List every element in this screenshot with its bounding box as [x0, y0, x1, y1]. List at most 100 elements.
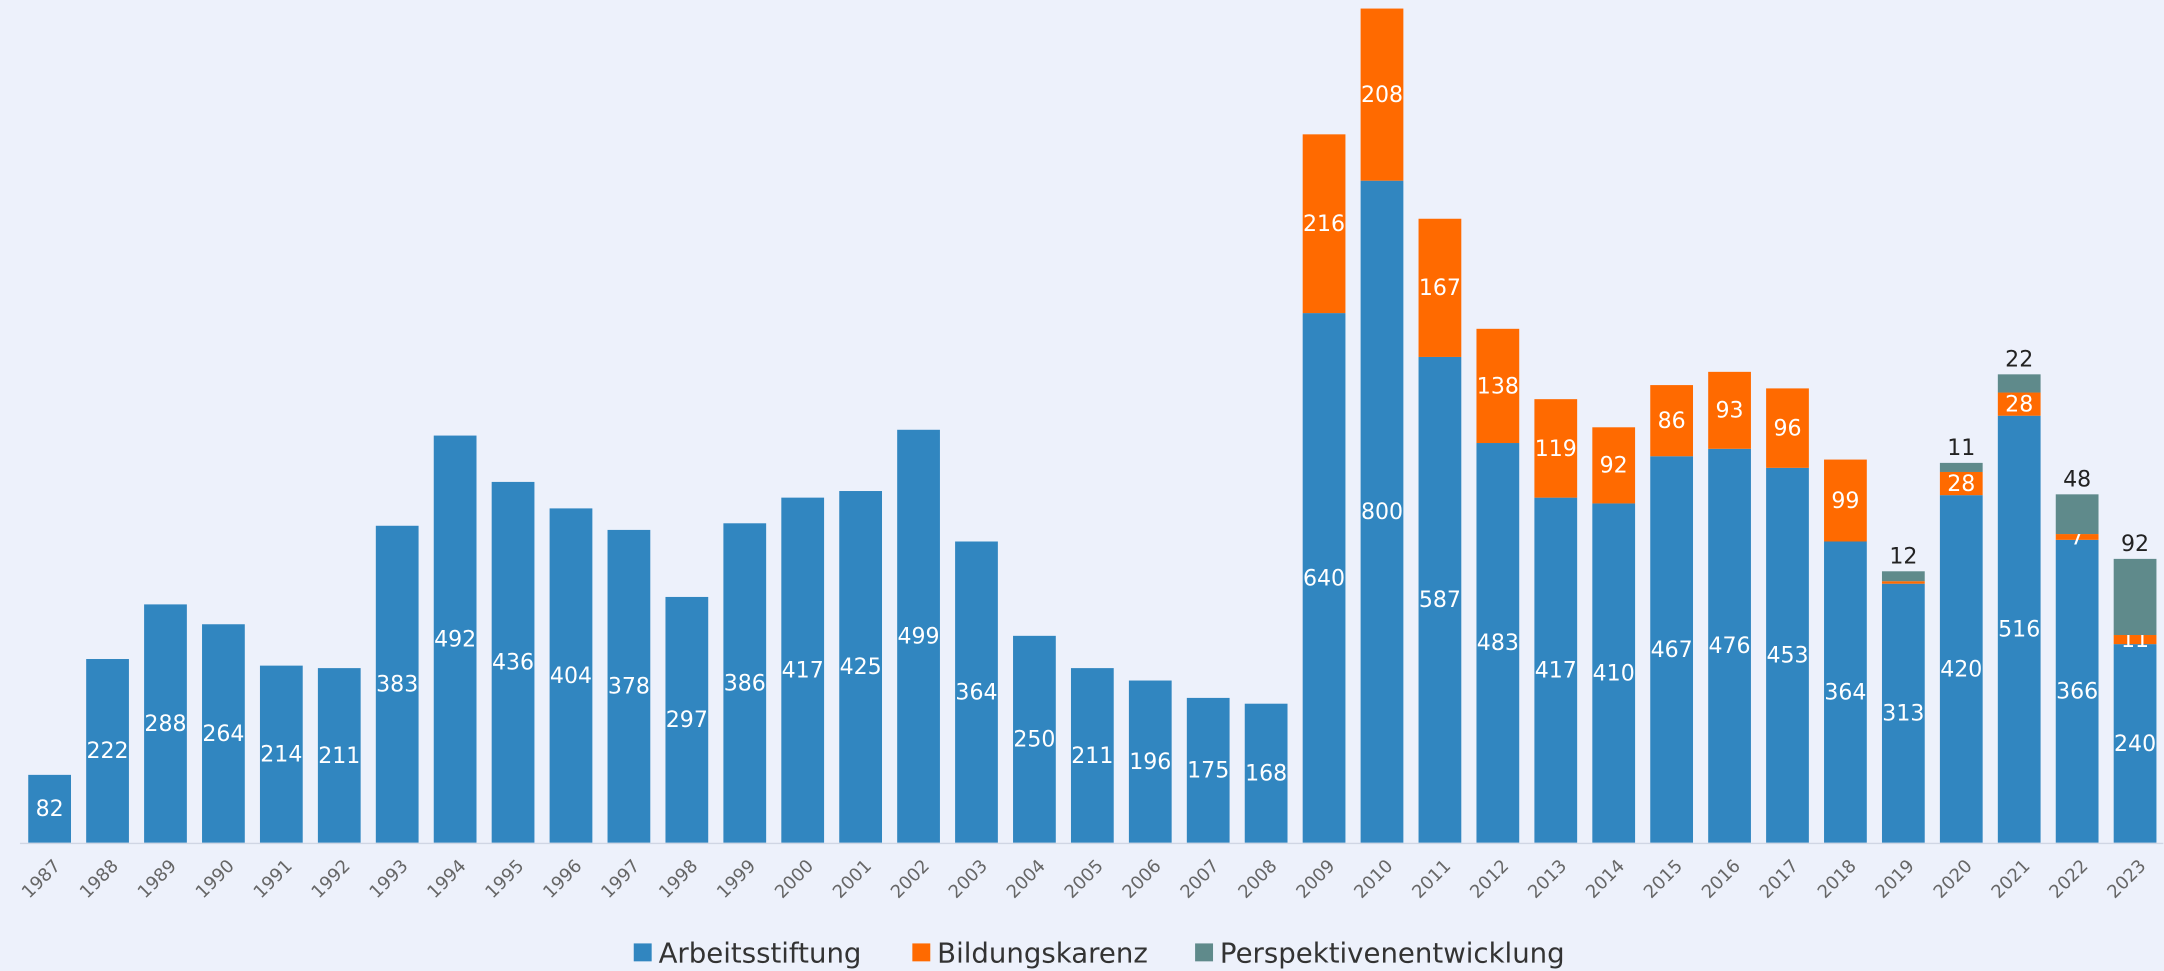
value-label: 467 — [1651, 638, 1693, 663]
bar-segment — [1360, 8, 1404, 181]
value-label: 516 — [1998, 618, 2040, 643]
value-label: 22 — [2005, 348, 2033, 373]
bar-segment — [1708, 371, 1751, 449]
bar-segment — [1186, 697, 1230, 843]
value-label: 386 — [724, 671, 766, 696]
value-label: 383 — [376, 673, 418, 698]
value-label: 82 — [36, 797, 64, 822]
bar-segment — [1592, 427, 1636, 504]
bar-segment — [1476, 328, 1520, 444]
value-label: 138 — [1477, 374, 1519, 399]
bar-segment — [86, 659, 129, 843]
x-tick-label: 1997 — [597, 856, 644, 903]
x-tick-label: 1999 — [713, 856, 760, 903]
value-label: 417 — [782, 659, 824, 684]
bar-segment — [1824, 459, 1867, 542]
x-tick-label: 2012 — [1466, 856, 1513, 903]
bar-segment — [28, 774, 72, 843]
value-label: 288 — [144, 712, 186, 737]
bar-segment — [2113, 644, 2157, 843]
value-label: 240 — [2114, 732, 2156, 757]
x-tick-label: 1988 — [76, 856, 123, 903]
legend-swatch — [633, 943, 652, 962]
value-label: 168 — [1245, 762, 1287, 787]
x-tick-label: 2021 — [1987, 856, 2034, 903]
value-label: 313 — [1882, 702, 1924, 727]
x-tick-label: 1994 — [423, 856, 470, 903]
bar-segment — [1360, 180, 1404, 843]
value-label: 436 — [492, 651, 534, 676]
bar-segment — [1997, 374, 2041, 393]
bar-segment — [375, 525, 419, 843]
bar-segment — [1997, 392, 2041, 416]
value-label: 364 — [955, 680, 997, 705]
bar-segment — [1070, 668, 1114, 843]
value-label: 86 — [1658, 409, 1686, 434]
x-tick-label: 2006 — [1119, 856, 1166, 903]
bar-segment — [259, 665, 303, 843]
bar-segment — [1476, 443, 1520, 843]
value-label: 800 — [1361, 500, 1403, 525]
value-label: 99 — [1831, 489, 1859, 514]
bar-segment — [839, 491, 883, 843]
value-label: 222 — [87, 739, 129, 764]
x-tick-label: 1993 — [365, 856, 412, 903]
value-label: 93 — [1716, 399, 1744, 424]
value-label: 476 — [1709, 634, 1751, 659]
legend-label: Arbeitsstiftung — [659, 936, 862, 969]
x-tick-label: 1987 — [18, 856, 65, 903]
bar-segment — [1766, 388, 1809, 468]
bar-segment — [2055, 539, 2099, 843]
bar-segment — [781, 497, 825, 843]
value-label: 96 — [1773, 417, 1801, 442]
x-tick-label: 2000 — [771, 856, 818, 903]
legend-swatch — [912, 943, 931, 962]
legend-label: Bildungskarenz — [937, 936, 1148, 969]
x-tick-label: 2005 — [1061, 856, 1108, 903]
bar-segment — [1997, 415, 2041, 843]
x-tick-label: 2003 — [945, 856, 992, 903]
x-tick-label: 2011 — [1408, 856, 1455, 903]
bar-segment — [1418, 218, 1462, 357]
value-label: 410 — [1593, 661, 1635, 686]
x-tick-label: 2002 — [887, 856, 934, 903]
x-tick-label: 1996 — [539, 856, 586, 903]
value-label: 297 — [666, 708, 708, 733]
x-tick-label: 2013 — [1524, 856, 1571, 903]
bar-segment — [1939, 462, 1983, 472]
bar-segment — [433, 435, 477, 843]
value-label: 366 — [2056, 680, 2098, 705]
x-tick-label: 2004 — [1003, 856, 1050, 903]
value-label: 119 — [1535, 437, 1577, 462]
x-tick-label: 2016 — [1698, 856, 1745, 903]
value-label: 208 — [1361, 83, 1403, 108]
x-tick-label: 1989 — [134, 856, 181, 903]
bar-segment — [1302, 313, 1346, 843]
bar-segment — [1534, 497, 1578, 843]
bar-segment — [549, 508, 593, 843]
value-label: 211 — [1071, 744, 1113, 769]
value-label: 492 — [434, 628, 476, 653]
value-label: 640 — [1303, 566, 1345, 591]
value-label: 196 — [1129, 750, 1171, 775]
x-tick-label: 2020 — [1930, 856, 1977, 903]
x-tick-label: 2009 — [1292, 856, 1339, 903]
x-tick-label: 2017 — [1756, 856, 1803, 903]
bar-segment — [1418, 356, 1462, 843]
value-label: 404 — [550, 664, 592, 689]
value-label: 216 — [1303, 212, 1345, 237]
x-tick-label: 2018 — [1814, 856, 1861, 903]
x-tick-label: 2022 — [2045, 856, 2092, 903]
bar-segment — [1013, 635, 1056, 843]
x-tick-label: 1998 — [655, 856, 702, 903]
value-label: 420 — [1940, 657, 1982, 682]
bar-segment — [1881, 583, 1925, 843]
bar-segment — [723, 523, 767, 843]
bar-segment — [1650, 456, 1694, 843]
value-label: 483 — [1477, 631, 1519, 656]
value-label: 11 — [1947, 436, 1975, 461]
value-label: 167 — [1419, 276, 1461, 301]
bar-segment — [2055, 494, 2099, 535]
bar-segment — [1302, 134, 1346, 314]
